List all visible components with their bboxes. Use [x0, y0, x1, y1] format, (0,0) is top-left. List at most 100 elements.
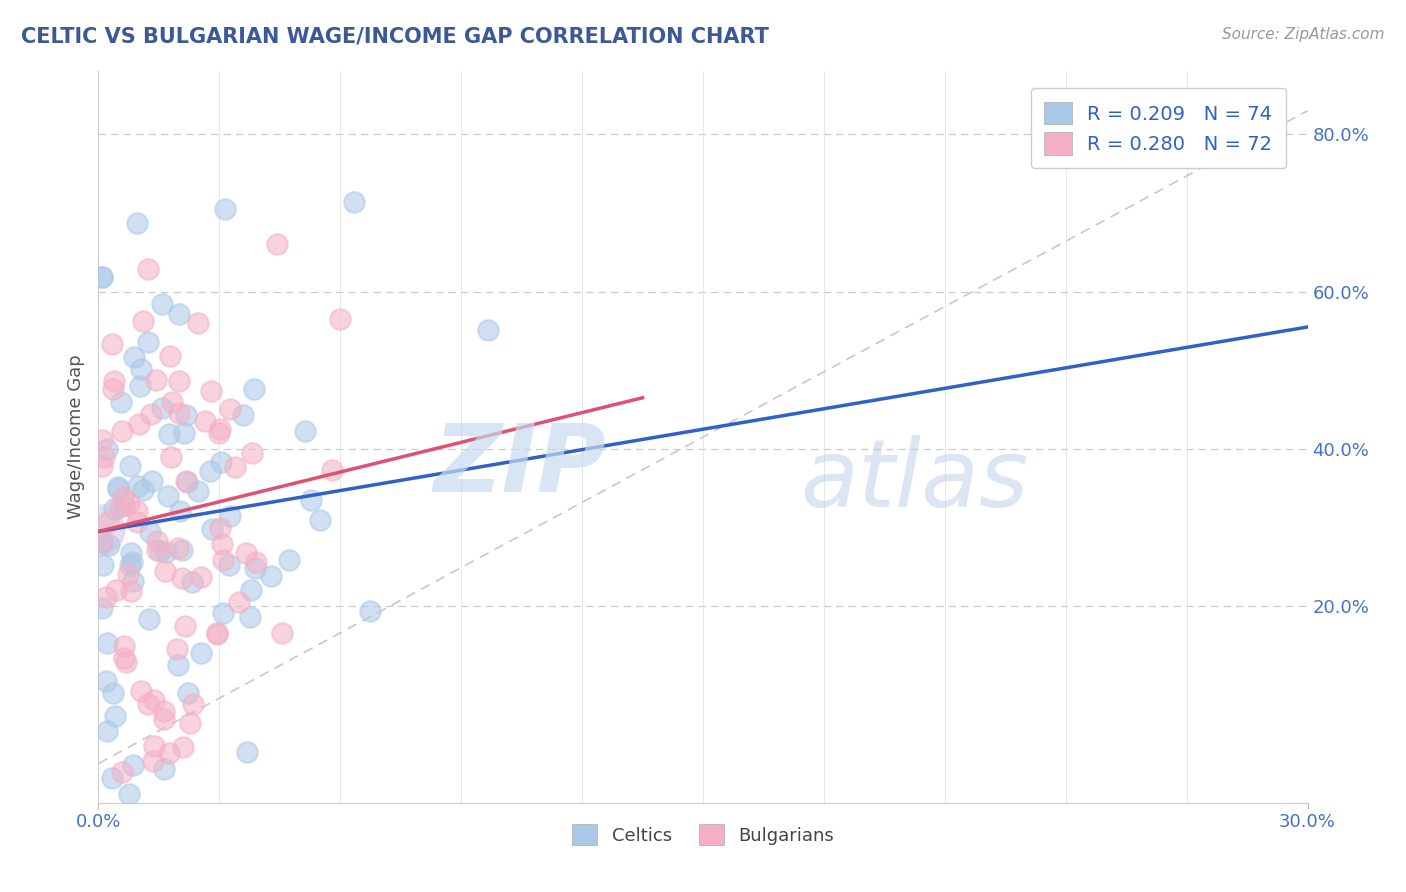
Point [190, 570, 212, 584]
Point [167, 307, 190, 321]
Point [200, 384, 222, 398]
Point [98, 538, 121, 552]
Point [181, 697, 204, 711]
Point [232, 408, 254, 422]
Point [103, 374, 125, 388]
Text: CELTIC VS BULGARIAN WAGE/INCOME GAP CORRELATION CHART: CELTIC VS BULGARIAN WAGE/INCOME GAP CORR… [21, 27, 769, 46]
Point [209, 455, 232, 469]
Point [172, 543, 194, 558]
Point [208, 422, 231, 436]
Point [131, 483, 153, 498]
Point [155, 545, 177, 559]
Point [173, 425, 195, 440]
Point [101, 771, 124, 785]
Point [96, 723, 118, 738]
Point [299, 492, 322, 507]
Point [122, 350, 145, 364]
Point [218, 401, 240, 416]
Legend: Celtics, Bulgarians: Celtics, Bulgarians [565, 817, 841, 852]
Point [120, 459, 142, 474]
Point [266, 237, 288, 252]
Point [167, 541, 190, 555]
Point [169, 504, 191, 518]
Text: Source: ZipAtlas.com: Source: ZipAtlas.com [1222, 27, 1385, 42]
Point [128, 417, 150, 431]
Point [214, 202, 236, 217]
Point [118, 496, 141, 510]
Point [329, 312, 352, 326]
Point [359, 604, 381, 618]
Point [240, 446, 263, 460]
Point [208, 520, 231, 534]
Point [110, 500, 132, 514]
Point [205, 625, 228, 640]
Point [294, 424, 316, 438]
Point [187, 483, 209, 498]
Point [101, 686, 124, 700]
Point [107, 480, 129, 494]
Point [94, 590, 117, 604]
Point [97, 515, 120, 529]
Point [260, 569, 283, 583]
Point [177, 686, 200, 700]
Point [236, 745, 259, 759]
Point [122, 574, 145, 588]
Point [201, 522, 224, 536]
Point [174, 618, 197, 632]
Point [112, 498, 135, 512]
Point [110, 394, 132, 409]
Point [115, 655, 138, 669]
Point [160, 395, 183, 409]
Point [125, 515, 148, 529]
Point [211, 537, 233, 551]
Point [112, 639, 135, 653]
Point [125, 216, 148, 230]
Point [132, 313, 155, 327]
Point [321, 463, 343, 477]
Point [343, 194, 366, 209]
Point [153, 763, 176, 777]
Point [271, 625, 294, 640]
Point [309, 513, 332, 527]
Point [91, 558, 114, 572]
Y-axis label: Wage/Income Gap: Wage/Income Gap [66, 355, 84, 519]
Point [101, 337, 124, 351]
Point [153, 564, 176, 578]
Point [143, 739, 166, 754]
Point [136, 262, 159, 277]
Point [208, 425, 231, 440]
Point [141, 407, 163, 421]
Text: ZIP: ZIP [433, 420, 606, 512]
Point [180, 575, 202, 590]
Point [136, 697, 159, 711]
Point [166, 657, 188, 672]
Point [138, 612, 160, 626]
Point [159, 349, 181, 363]
Point [219, 508, 242, 523]
Point [118, 787, 141, 801]
Point [159, 450, 181, 464]
Point [96, 636, 118, 650]
Point [157, 746, 180, 760]
Point [211, 553, 233, 567]
Point [136, 335, 159, 350]
Point [127, 478, 149, 492]
Point [117, 566, 139, 581]
Point [104, 709, 127, 723]
Point [157, 427, 180, 442]
Point [198, 464, 221, 478]
Point [120, 584, 142, 599]
Point [212, 606, 235, 620]
Point [129, 684, 152, 698]
Point [153, 704, 176, 718]
Point [156, 489, 179, 503]
Point [101, 382, 124, 396]
Point [150, 297, 173, 311]
Point [228, 595, 250, 609]
Point [118, 558, 141, 572]
Point [112, 650, 135, 665]
Point [172, 570, 194, 584]
Point [125, 504, 148, 518]
Point [91, 270, 114, 285]
Point [103, 501, 125, 516]
